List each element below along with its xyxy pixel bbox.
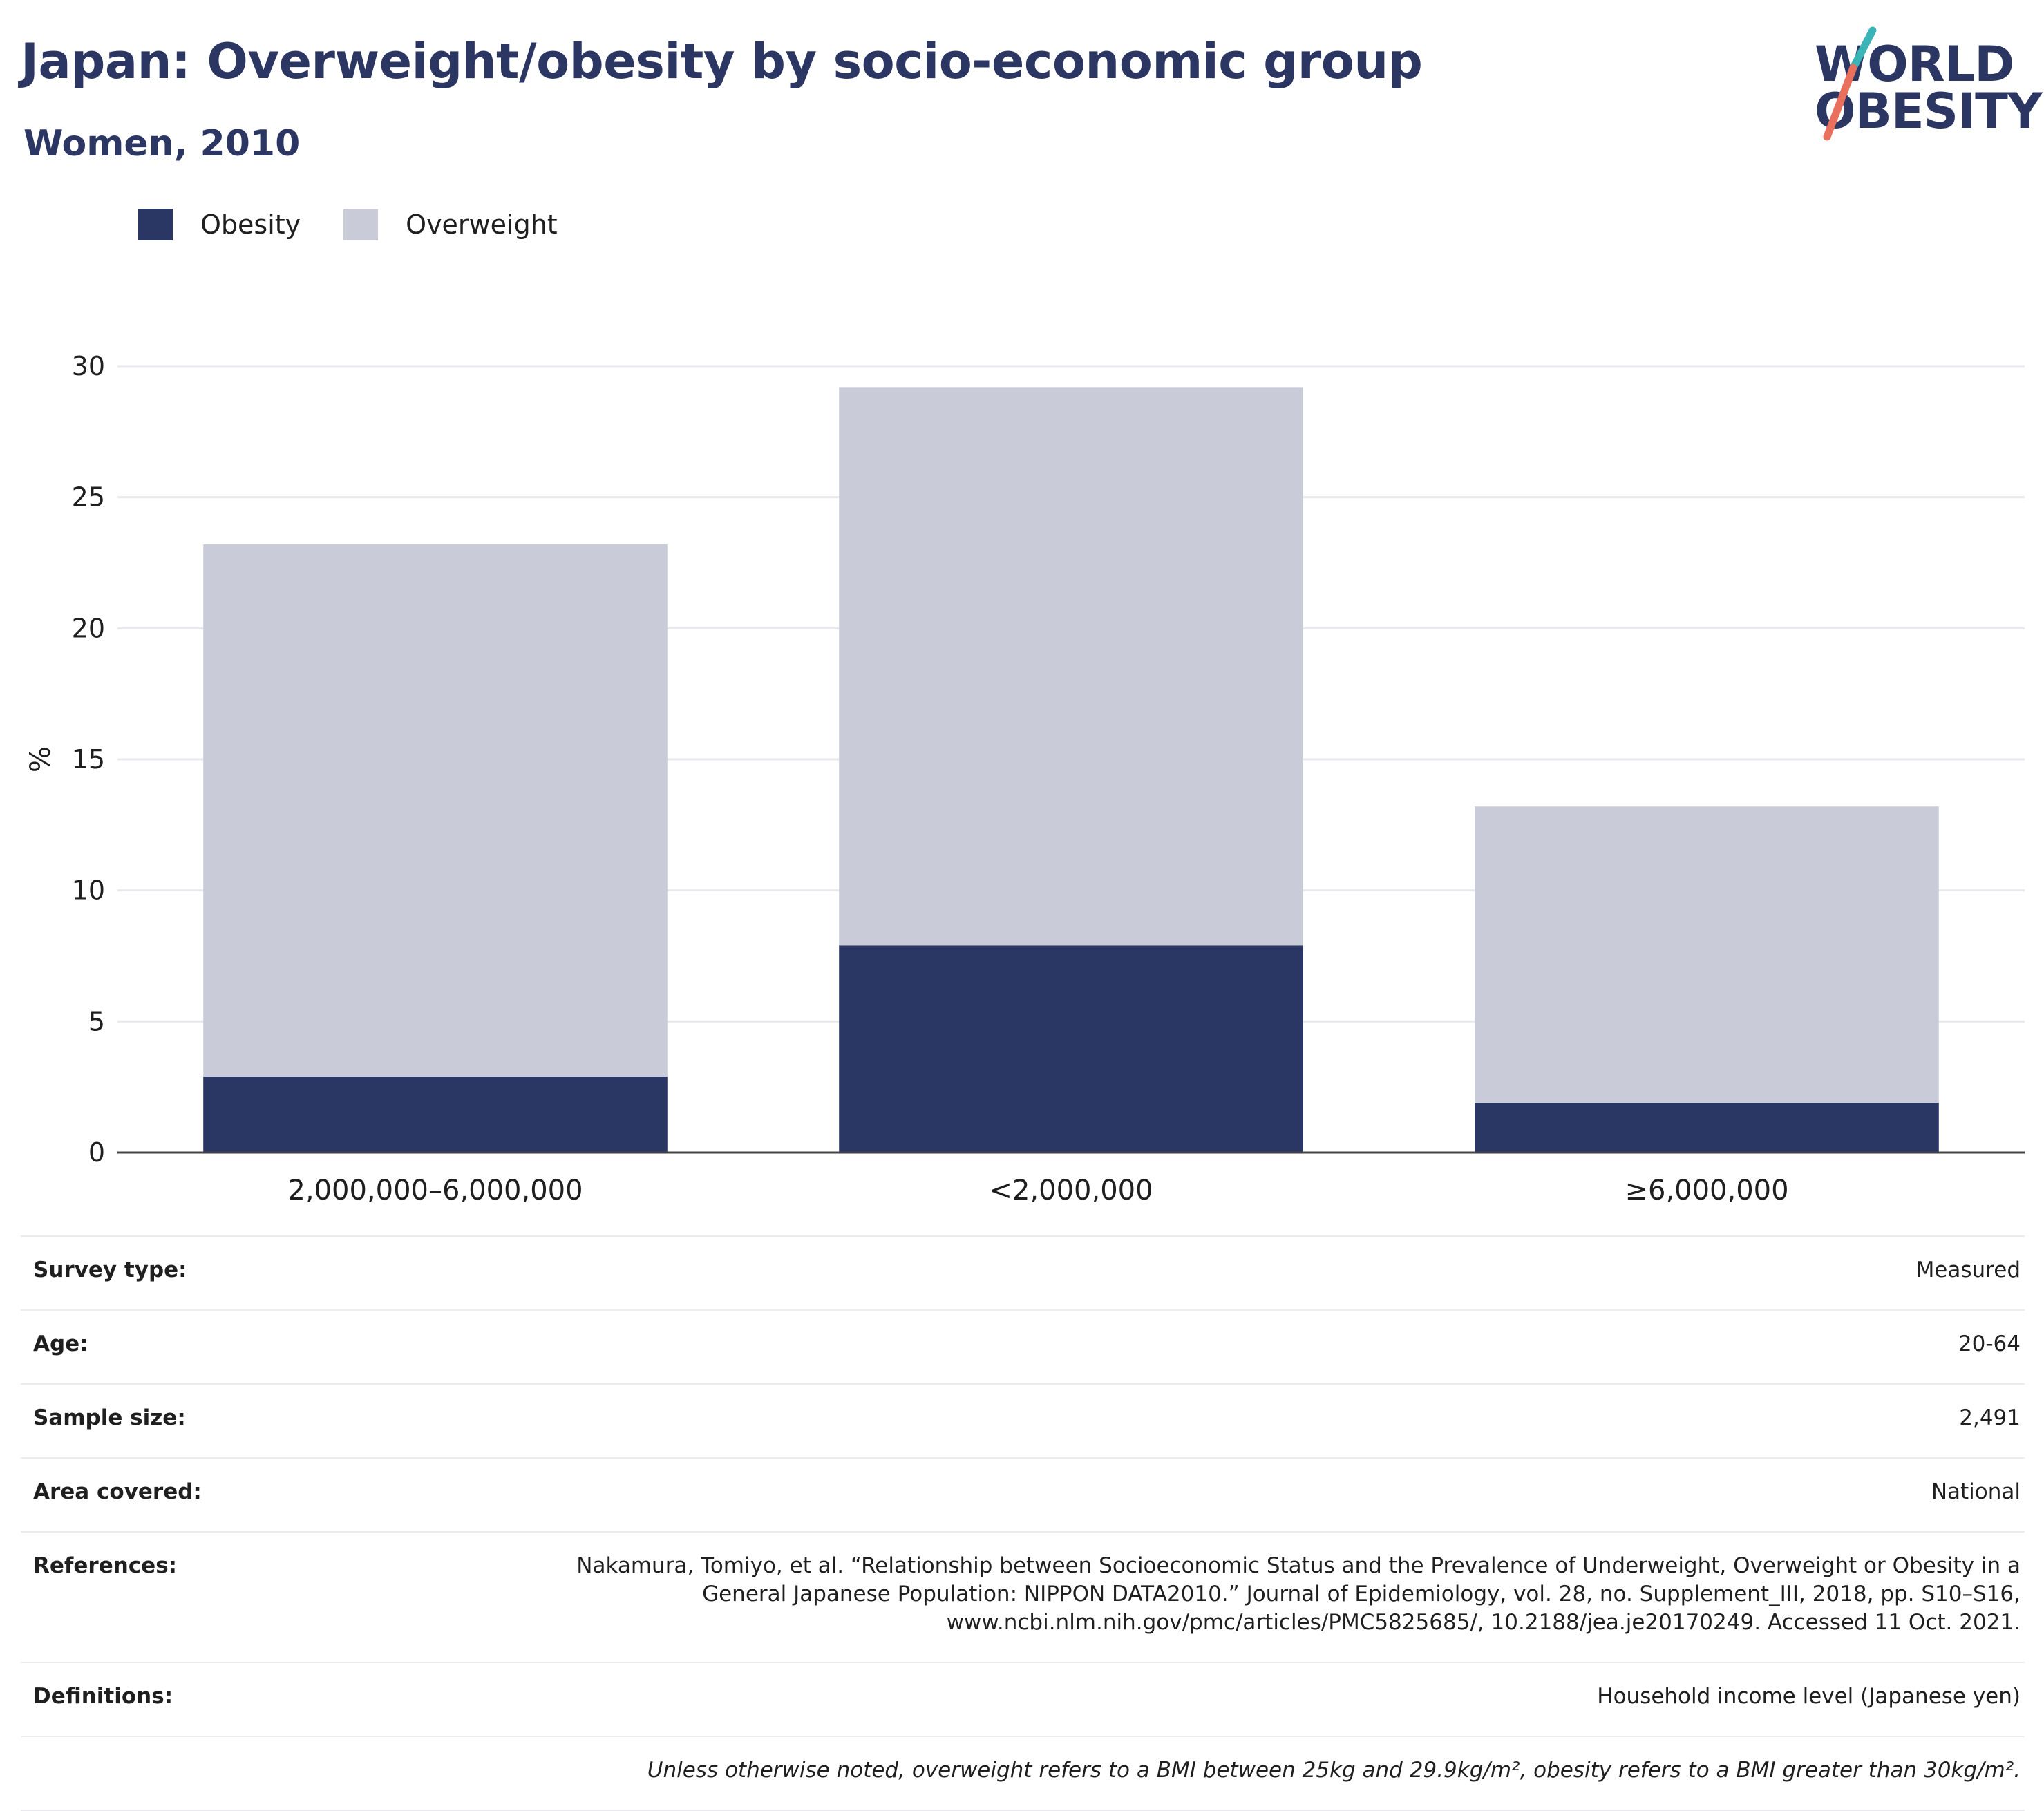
bar-chart: 0 5 10 15 20 25 30 2,000,000–6,000,000 <2,000,00…: [25, 351, 2025, 1202]
y-tick-label: 15: [72, 744, 105, 775]
info-row-area-covered: Area covered: National: [21, 1457, 2025, 1531]
y-axis-label: %: [25, 746, 57, 772]
bmi-note: Unless otherwise noted, overweight refer…: [647, 1758, 2021, 1783]
info-row-note: Unless otherwise noted, overweight refer…: [21, 1736, 2025, 1811]
bar-overweight-0: [203, 544, 668, 1077]
chart-subtitle: Women, 2010: [23, 123, 301, 164]
legend-item-obesity[interactable]: Obesity: [138, 209, 301, 240]
bar-obesity-0: [203, 1076, 668, 1153]
bar-overweight-2: [1475, 806, 1939, 1103]
legend: Obesity Overweight: [138, 207, 600, 242]
y-tick-label: 25: [72, 482, 105, 513]
info-row-references: References: Nakamura, Tomiyo, et al. “Re…: [21, 1531, 2025, 1662]
info-value: Household income level (Japanese yen): [1597, 1684, 2021, 1709]
logo-slash-icon: [1823, 26, 1877, 141]
y-tick-label: 10: [72, 875, 105, 906]
info-value: Measured: [1915, 1258, 2021, 1282]
info-value: 2,491: [1959, 1405, 2021, 1430]
x-tick-label: 2,000,000–6,000,000: [287, 1175, 583, 1202]
y-tick-label: 20: [72, 613, 105, 643]
y-tick-label: 30: [72, 351, 105, 381]
y-tick-label: 0: [88, 1137, 105, 1168]
legend-label-obesity: Obesity: [200, 209, 301, 240]
info-value: 20-64: [1958, 1331, 2021, 1356]
bar-obesity-2: [1475, 1102, 1939, 1153]
bar-overweight-1: [839, 387, 1303, 946]
legend-label-overweight: Overweight: [406, 209, 558, 240]
info-label: Sample size:: [33, 1405, 186, 1430]
chart-title: Japan: Overweight/obesity by socio-econo…: [21, 33, 1423, 90]
legend-item-overweight[interactable]: Overweight: [343, 209, 558, 240]
x-tick-label: <2,000,000: [989, 1175, 1153, 1202]
logo-text-obesity: OBESITY: [1815, 83, 2043, 140]
world-obesity-logo: WORLD OBESITY: [1795, 19, 2043, 151]
legend-swatch-overweight: [343, 209, 379, 240]
y-tick-label: 5: [88, 1006, 105, 1036]
info-label: Survey type:: [33, 1258, 187, 1282]
info-label: Area covered:: [33, 1479, 202, 1504]
references-text: Nakamura, Tomiyo, et al. “Relationship b…: [576, 1553, 2021, 1635]
info-row-survey-type: Survey type: Measured: [21, 1235, 2025, 1309]
info-table: Survey type: Measured Age: 20-64 Sample …: [21, 1235, 2025, 1811]
x-tick-label: ≥6,000,000: [1625, 1175, 1788, 1202]
info-label: References:: [33, 1553, 178, 1578]
info-label: Definitions:: [33, 1684, 173, 1709]
bar-obesity-1: [839, 945, 1303, 1153]
legend-swatch-obesity: [138, 209, 173, 240]
info-row-age: Age: 20-64: [21, 1309, 2025, 1383]
info-row-definitions: Definitions: Household income level (Jap…: [21, 1662, 2025, 1736]
info-row-sample-size: Sample size: 2,491: [21, 1383, 2025, 1457]
info-value: National: [1931, 1479, 2021, 1504]
info-label: Age:: [33, 1331, 88, 1356]
